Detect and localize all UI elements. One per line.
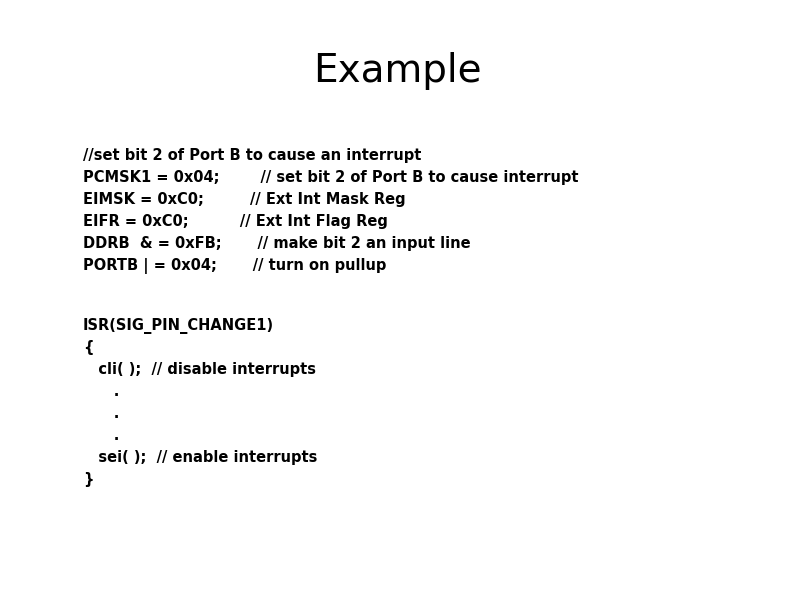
- Text: .: .: [83, 384, 119, 399]
- Text: PCMSK1 = 0x04;        // set bit 2 of Port B to cause interrupt: PCMSK1 = 0x04; // set bit 2 of Port B to…: [83, 170, 579, 185]
- Text: EIMSK = 0xC0;         // Ext Int Mask Reg: EIMSK = 0xC0; // Ext Int Mask Reg: [83, 192, 406, 207]
- Text: {: {: [83, 340, 94, 355]
- Text: PORTB | = 0x04;       // turn on pullup: PORTB | = 0x04; // turn on pullup: [83, 258, 387, 274]
- Text: }: }: [83, 472, 94, 487]
- Text: //set bit 2 of Port B to cause an interrupt: //set bit 2 of Port B to cause an interr…: [83, 148, 422, 163]
- Text: ISR(SIG_PIN_CHANGE1): ISR(SIG_PIN_CHANGE1): [83, 318, 274, 334]
- Text: .: .: [83, 428, 119, 443]
- Text: sei( );  // enable interrupts: sei( ); // enable interrupts: [83, 450, 318, 465]
- Text: cli( );  // disable interrupts: cli( ); // disable interrupts: [83, 362, 316, 377]
- Text: Example: Example: [313, 52, 481, 90]
- Text: DDRB  & = 0xFB;       // make bit 2 an input line: DDRB & = 0xFB; // make bit 2 an input li…: [83, 236, 471, 251]
- Text: .: .: [83, 406, 119, 421]
- Text: EIFR = 0xC0;          // Ext Int Flag Reg: EIFR = 0xC0; // Ext Int Flag Reg: [83, 214, 388, 229]
